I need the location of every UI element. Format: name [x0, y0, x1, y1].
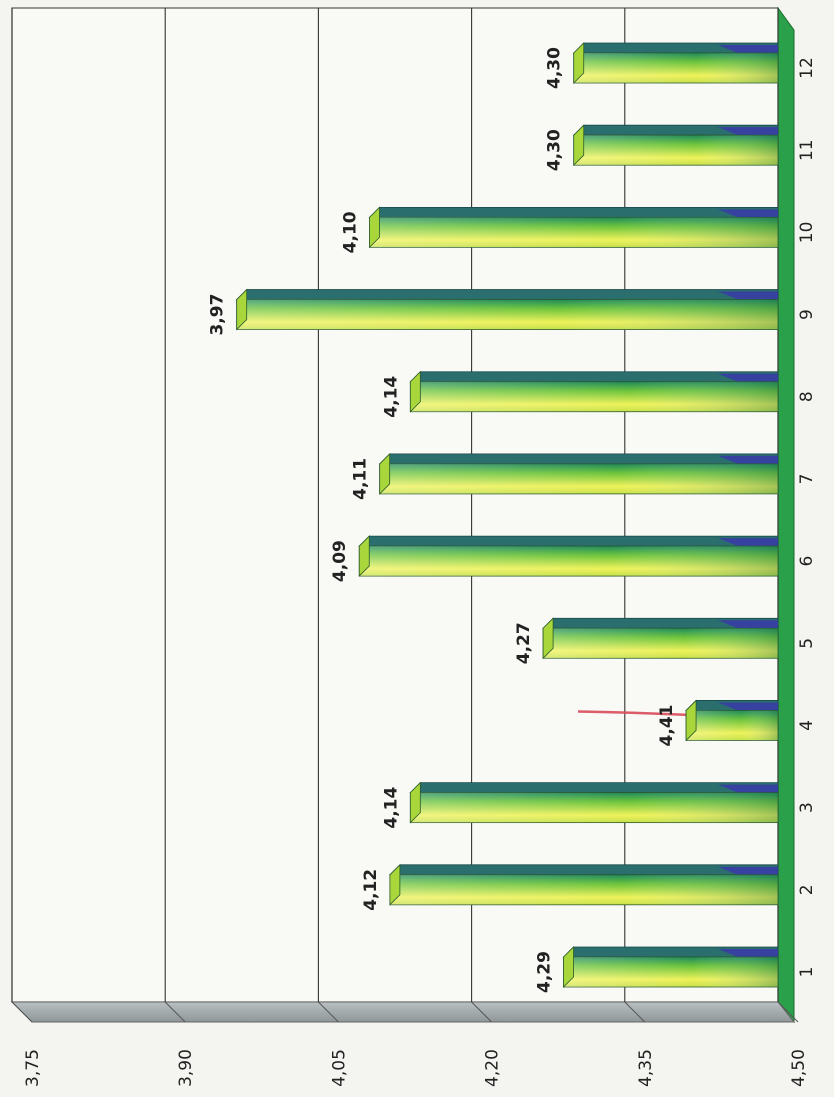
data-label: 4,30 [545, 129, 565, 171]
gridline-floor [164, 1001, 186, 1023]
bar-end [358, 535, 370, 578]
bar-group: 4,12 [361, 863, 779, 911]
bar-end [379, 452, 391, 495]
bar-end [542, 617, 554, 660]
data-label: 4,09 [330, 540, 350, 582]
bar-group: 4,30 [545, 124, 779, 171]
plot-area [11, 7, 779, 1003]
data-label: 4,41 [657, 704, 677, 746]
value-tick-label: 4,05 [329, 1049, 349, 1087]
data-label: 3,97 [208, 294, 228, 336]
gridline-floor [11, 1001, 33, 1023]
bar-group: 4,27 [514, 617, 779, 664]
data-label: 4,12 [361, 869, 381, 911]
bar-shade [359, 546, 778, 577]
gridline-floor [471, 1001, 492, 1023]
bar-shade [369, 217, 778, 248]
bar-group: 4,30 [545, 42, 779, 89]
category-tick-label: 5 [797, 638, 817, 649]
bar-group: 4,09 [330, 535, 779, 582]
category-tick-label: 7 [797, 473, 817, 484]
bar-end [685, 699, 697, 742]
floor-base [10, 1001, 796, 1023]
bar-group: 4,41 [577, 699, 779, 746]
bar-shade [573, 53, 778, 83]
bar-end [573, 124, 585, 167]
category-tick-label: 11 [797, 139, 817, 161]
value-tick-label: 4,50 [789, 1049, 809, 1087]
data-label: 4,10 [340, 211, 360, 253]
data-label: 4,27 [514, 622, 534, 664]
category-tick-label: 12 [797, 57, 817, 79]
bar-shade [686, 710, 778, 741]
plot-background [11, 7, 779, 1003]
bar-shade [573, 135, 778, 166]
chart-floor [10, 6, 796, 1024]
bar-end [236, 288, 248, 331]
bar-end [409, 370, 421, 413]
bar-top [409, 782, 779, 794]
bar-end [409, 781, 421, 824]
data-label: 4,14 [381, 376, 401, 418]
bar-shade [379, 463, 778, 494]
category-tick-label: 2 [797, 884, 817, 895]
bar-group: 4,14 [381, 370, 779, 418]
bar-group: 4,10 [340, 206, 779, 253]
value-tick-label: 3,75 [23, 1049, 43, 1087]
category-tick-label: 9 [797, 309, 817, 320]
bar-end [573, 42, 585, 84]
value-axis-ticks: 3,75 3,90 4,05 4,20 4,35 4,50 [23, 1049, 809, 1087]
bar-shade [563, 957, 778, 987]
bar-shade [543, 628, 778, 659]
bars: 4,29 4,12 4,14 4,41 4,27 4,09 4,11 4,14 3,97 4,10… [208, 42, 779, 993]
category-tick-label: 8 [797, 391, 817, 402]
value-tick-label: 4,35 [636, 1049, 656, 1087]
bar-shade [236, 299, 778, 330]
bar-top [235, 289, 779, 300]
bar-top [358, 535, 779, 547]
bar-end [369, 206, 380, 249]
data-label: 4,29 [535, 951, 555, 993]
value-tick-label: 4,20 [483, 1049, 503, 1087]
bar-group: 4,29 [535, 946, 779, 993]
bar-group: 4,11 [351, 452, 779, 500]
category-tick-label: 1 [797, 967, 817, 978]
category-tick-label: 4 [797, 720, 817, 731]
bar-end [563, 946, 574, 988]
data-label: 4,30 [545, 47, 565, 89]
bar-top [378, 453, 779, 465]
value-tick-label: 3,90 [176, 1049, 196, 1087]
data-label: 4,14 [381, 786, 401, 828]
category-tick-label: 3 [797, 802, 817, 813]
bar-shade [410, 381, 778, 412]
gridlines [11, 8, 799, 1023]
bar-top [388, 864, 779, 876]
bar-top [368, 206, 779, 218]
category-tick-label: 6 [797, 556, 817, 567]
bar-group: 3,97 [208, 288, 779, 336]
bar-shade [410, 792, 778, 823]
gridline-floor [318, 1001, 339, 1023]
category-tick-label: 10 [797, 222, 817, 244]
floor-side [777, 6, 795, 1024]
gridline-floor [777, 1001, 799, 1023]
bar-group: 4,14 [381, 781, 779, 829]
bar-end [389, 863, 401, 906]
bar-top [409, 371, 779, 383]
gridline-floor [624, 1001, 646, 1023]
bar-shade [389, 874, 778, 905]
data-label: 4,11 [351, 458, 371, 500]
